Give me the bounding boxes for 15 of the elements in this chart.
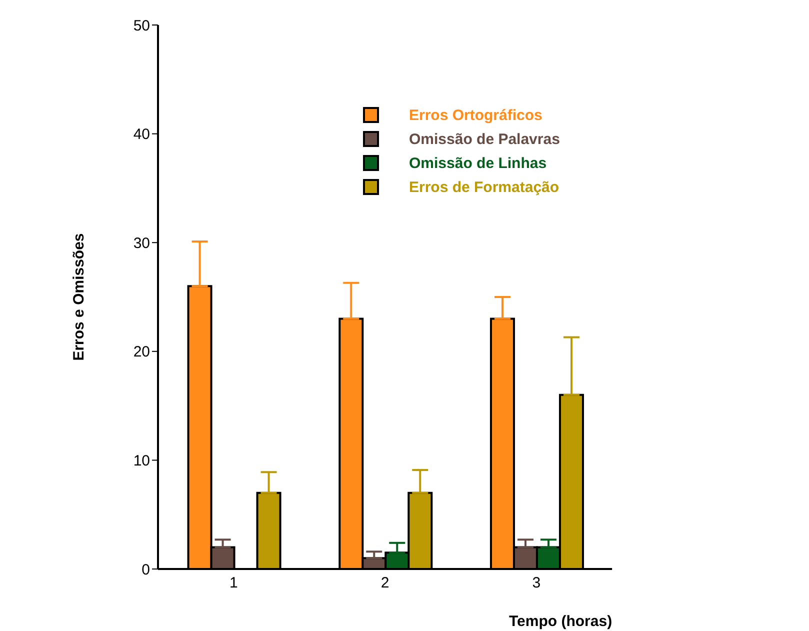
- y-tick-label: 10: [133, 452, 150, 470]
- legend-label: Omissão de Linhas: [409, 154, 547, 172]
- legend-label: Erros Ortográficos: [409, 106, 542, 124]
- x-axis-title: Tempo (horas): [509, 613, 612, 630]
- y-tick-label: 20: [133, 344, 150, 361]
- y-axis-title: Erros e Omissões: [70, 233, 88, 361]
- x-tick-label: 2: [380, 574, 390, 592]
- legend-label: Omissão de Palavras: [409, 130, 560, 148]
- y-tick-label: 0: [142, 561, 150, 578]
- legend-label: Erros de Formatação: [409, 178, 560, 196]
- x-tick-label: 1: [230, 574, 238, 592]
- x-tick-label: 3: [532, 574, 541, 592]
- y-tick-label: 50: [133, 17, 150, 34]
- y-tick-label: 40: [133, 126, 150, 144]
- y-tick-label: 30: [133, 234, 150, 252]
